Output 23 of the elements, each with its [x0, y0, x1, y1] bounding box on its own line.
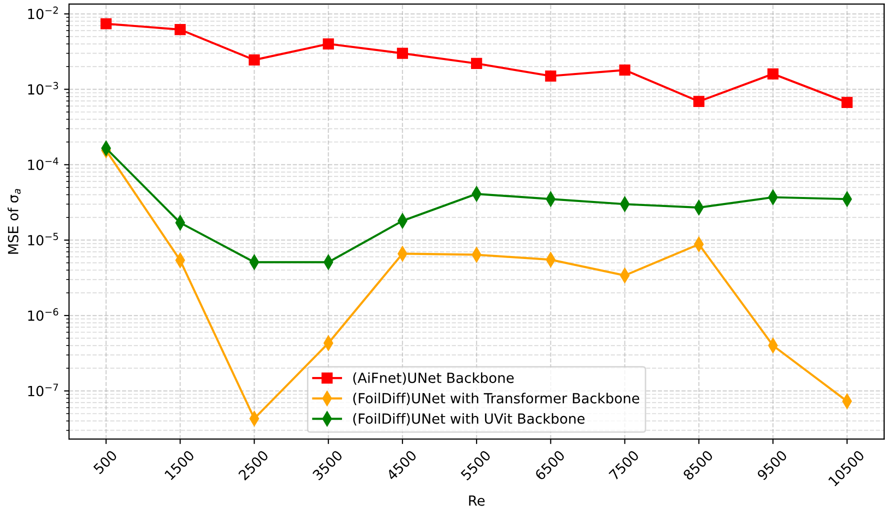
legend-label: (AiFnet)UNet Backbone: [353, 372, 514, 385]
point: [471, 58, 482, 70]
point: [100, 18, 112, 30]
y-tick-label: 10$^{−5}$: [28, 232, 58, 246]
y-axis-title: MSE of σ$_{a}$: [8, 189, 21, 254]
x-tick-label: 500: [92, 450, 118, 474]
point: [693, 96, 704, 107]
y-tick-label: 10$^{−6}$: [28, 308, 58, 321]
point: [248, 54, 260, 66]
point: [767, 68, 779, 80]
legend-label: (FoilDiff)UNet with Transformer Backbone: [353, 392, 640, 406]
point: [322, 38, 334, 50]
legend-label: (FoilDiff)UNet with UVit Backbone: [353, 413, 585, 426]
point: [396, 48, 408, 59]
y-tick-label: 10$^{−3}$: [28, 82, 58, 95]
y-tick-label: 10$^{−4}$: [28, 157, 58, 170]
point: [174, 24, 186, 36]
x-axis-title: Re: [469, 496, 485, 506]
y-tick-label: 10$^{−2}$: [28, 6, 58, 20]
point: [842, 96, 853, 108]
point: [545, 70, 556, 82]
y-tick-label: 10$^{−7}$: [28, 384, 58, 396]
point: [619, 64, 630, 76]
